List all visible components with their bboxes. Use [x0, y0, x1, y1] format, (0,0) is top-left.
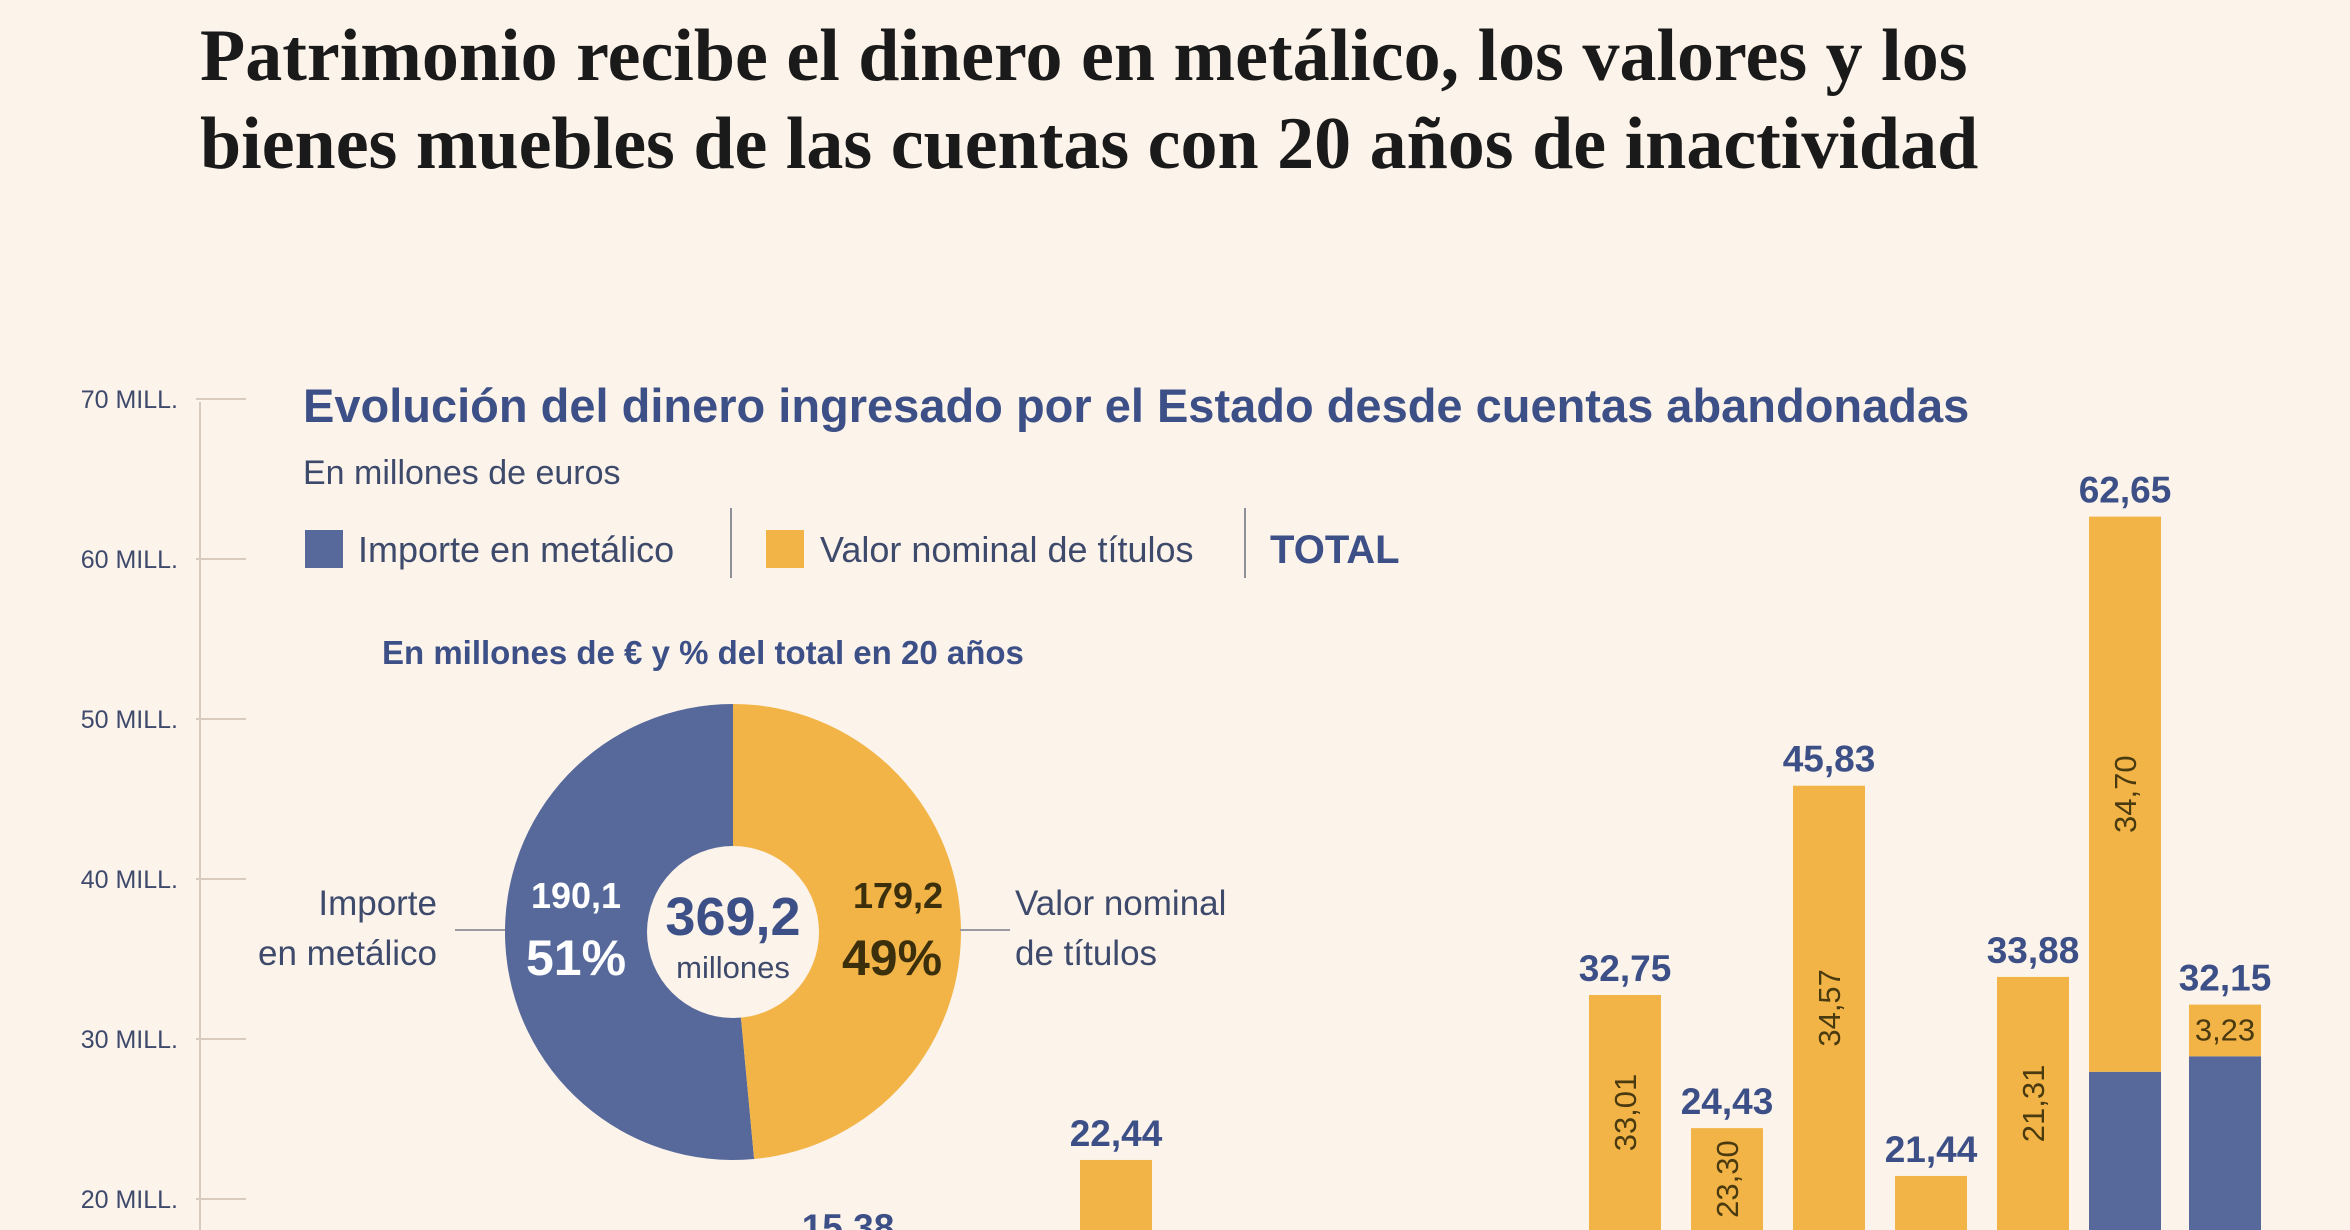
bar-7-titulos [2189, 1004, 2261, 1057]
bar-1-segment-label: 33,01 [1608, 1074, 1643, 1152]
bar-6-titulos [2089, 516, 2161, 1072]
donut-label-titulos-line2: de títulos [1015, 934, 1157, 973]
y-tick-label-50: 50 MILL. [81, 706, 178, 734]
bar-3-segment-label: 34,57 [1812, 969, 1847, 1047]
donut-label-titulos-line1: Valor nominal [1015, 884, 1226, 923]
donut-slice-percent-metalico: 51% [526, 930, 626, 986]
y-tick-label-60: 60 MILL. [81, 546, 178, 574]
headline-line-1: Patrimonio recibe el dinero en metálico,… [200, 15, 1968, 97]
legend-label-metalico: Importe en metálico [358, 529, 674, 570]
donut-label-metalico-line2: en metálico [258, 934, 437, 973]
bar-4-total-label: 21,44 [1885, 1129, 1978, 1170]
donut-label-metalico-line1: Importe [318, 884, 437, 923]
donut-chart: 369,2 millones 190,1 51% 179,2 49% Impor… [258, 703, 1226, 1160]
bar-2-titulos [1691, 1128, 1763, 1230]
bar-3-titulos [1793, 785, 1865, 1230]
bar-5-segment-label: 21,31 [2016, 1065, 2051, 1143]
bar-0-titulos [1080, 1159, 1152, 1230]
bar-2-segment-label: 23,30 [1710, 1140, 1745, 1218]
donut-slice-percent-titulos: 49% [842, 930, 942, 986]
bars: 22,44 32,75 33,01 24,43 23,30 45,83 34,57 21,44… [1070, 470, 2272, 1230]
bar-1-titulos [1589, 995, 1661, 1230]
chart-title: Evolución del dinero ingresado por el Es… [303, 379, 1969, 432]
bar-7-metalico [2189, 1056, 2261, 1230]
bar-6-total-label: 62,65 [2079, 470, 2172, 511]
legend-label-titulos: Valor nominal de títulos [820, 529, 1194, 570]
headline-line-2: bienes muebles de las cuentas con 20 año… [200, 103, 1979, 185]
legend-swatch-metalico [305, 530, 343, 568]
donut-heading: En millones de € y % del total en 20 año… [382, 634, 1024, 671]
legend-total-label: TOTAL [1270, 528, 1400, 572]
bar-3-total-label: 45,83 [1783, 739, 1876, 780]
bar-0-total-label: 22,44 [1070, 1113, 1163, 1154]
donut-slice-titulos [733, 704, 961, 1160]
donut-hole [647, 846, 819, 1018]
bar-5-total-label: 33,88 [1987, 930, 2080, 971]
donut-center-value: 369,2 [665, 887, 800, 947]
y-tick-label-40: 40 MILL. [81, 866, 178, 894]
bar-7-total-label: 32,15 [2179, 958, 2272, 999]
y-tick-label-30: 30 MILL. [81, 1026, 178, 1054]
bar-total-label-partial: 15,38 [802, 1207, 895, 1230]
bar-1-total-label: 32,75 [1579, 948, 1672, 989]
donut-slice-value-metalico: 190,1 [531, 875, 621, 916]
bar-5-titulos [1997, 976, 2069, 1230]
donut-center-unit: millones [676, 950, 790, 985]
donut-slice-metalico [504, 703, 755, 1160]
headline: Patrimonio recibe el dinero en metálico,… [200, 12, 2250, 188]
legend: Importe en metálico Valor nominal de tít… [305, 508, 1400, 578]
bar-2-total-label: 24,43 [1681, 1081, 1774, 1122]
donut-slice-value-titulos: 179,2 [853, 875, 943, 916]
legend-swatch-titulos [766, 530, 804, 568]
chart-subtitle: En millones de euros [303, 454, 621, 492]
bar-7-segment-label: 3,23 [2195, 1013, 2255, 1048]
y-tick-label-20: 20 MILL. [81, 1186, 178, 1214]
bar-6-metalico [2089, 1071, 2161, 1230]
y-tick-label-70: 70 MILL. [81, 386, 178, 414]
y-axis-ticks: 20 MILL. 30 MILL. 40 MILL. 50 MILL. 60 MILL.… [81, 386, 246, 1214]
bar-4-titulos [1895, 1175, 1967, 1230]
bar-6-segment-label: 34,70 [2108, 755, 2143, 833]
